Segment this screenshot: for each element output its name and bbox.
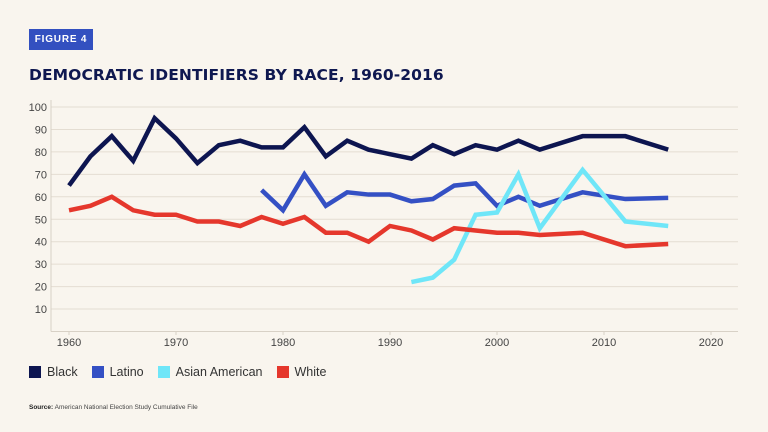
legend-swatch — [91, 366, 104, 378]
series-line-black — [67, 114, 669, 187]
chart-title: DEMOCRATIC IDENTIFIERS BY RACE, 1960-201… — [29, 66, 444, 84]
source-label: Source: — [29, 404, 54, 411]
legend-item-asian-american: Asian American — [157, 365, 263, 379]
legend-item-latino: Latino — [91, 365, 144, 379]
source-text: American National Election Study Cumulat… — [54, 404, 198, 411]
x-tick-label: 1970 — [164, 337, 188, 349]
legend-label: Asian American — [175, 365, 263, 379]
legend-label: White — [294, 365, 327, 379]
series-black — [67, 114, 669, 187]
x-tick-label: 1990 — [378, 337, 402, 349]
legend-swatch — [29, 366, 41, 378]
y-tick-label: 100 — [29, 102, 47, 114]
y-tick-label: 40 — [35, 237, 47, 249]
series-line-white — [68, 194, 669, 249]
series-asian-american — [410, 166, 669, 285]
legend-swatch — [276, 366, 289, 378]
y-tick-label: 60 — [35, 192, 47, 204]
y-tick-label: 50 — [35, 214, 47, 226]
x-tick-label: 2010 — [592, 337, 616, 349]
x-tick-label: 1980 — [271, 337, 295, 349]
y-tick-label: 80 — [35, 147, 47, 159]
series-latino — [260, 170, 669, 214]
x-tick-label: 1960 — [57, 337, 81, 349]
legend: Black Latino Asian American White — [29, 365, 340, 379]
legend-item-black: Black — [29, 365, 78, 379]
y-tick-label: 30 — [35, 259, 47, 271]
figure-badge: FIGURE 4 — [29, 29, 93, 50]
source-note: Source: American National Election Study… — [29, 404, 198, 411]
y-tick-label: 70 — [35, 169, 47, 181]
legend-item-white: White — [276, 365, 327, 379]
series-white — [68, 194, 669, 249]
y-tick-label: 90 — [35, 124, 47, 136]
series-line-asian-american — [410, 166, 669, 285]
legend-label: Latino — [109, 365, 144, 379]
legend-label: Black — [47, 365, 78, 379]
x-tick-label: 2000 — [485, 337, 509, 349]
x-tick-label: 2020 — [699, 337, 723, 349]
y-tick-label: 10 — [35, 304, 47, 316]
legend-swatch — [157, 366, 170, 378]
y-tick-label: 20 — [35, 282, 47, 294]
series-line-latino — [260, 170, 669, 214]
